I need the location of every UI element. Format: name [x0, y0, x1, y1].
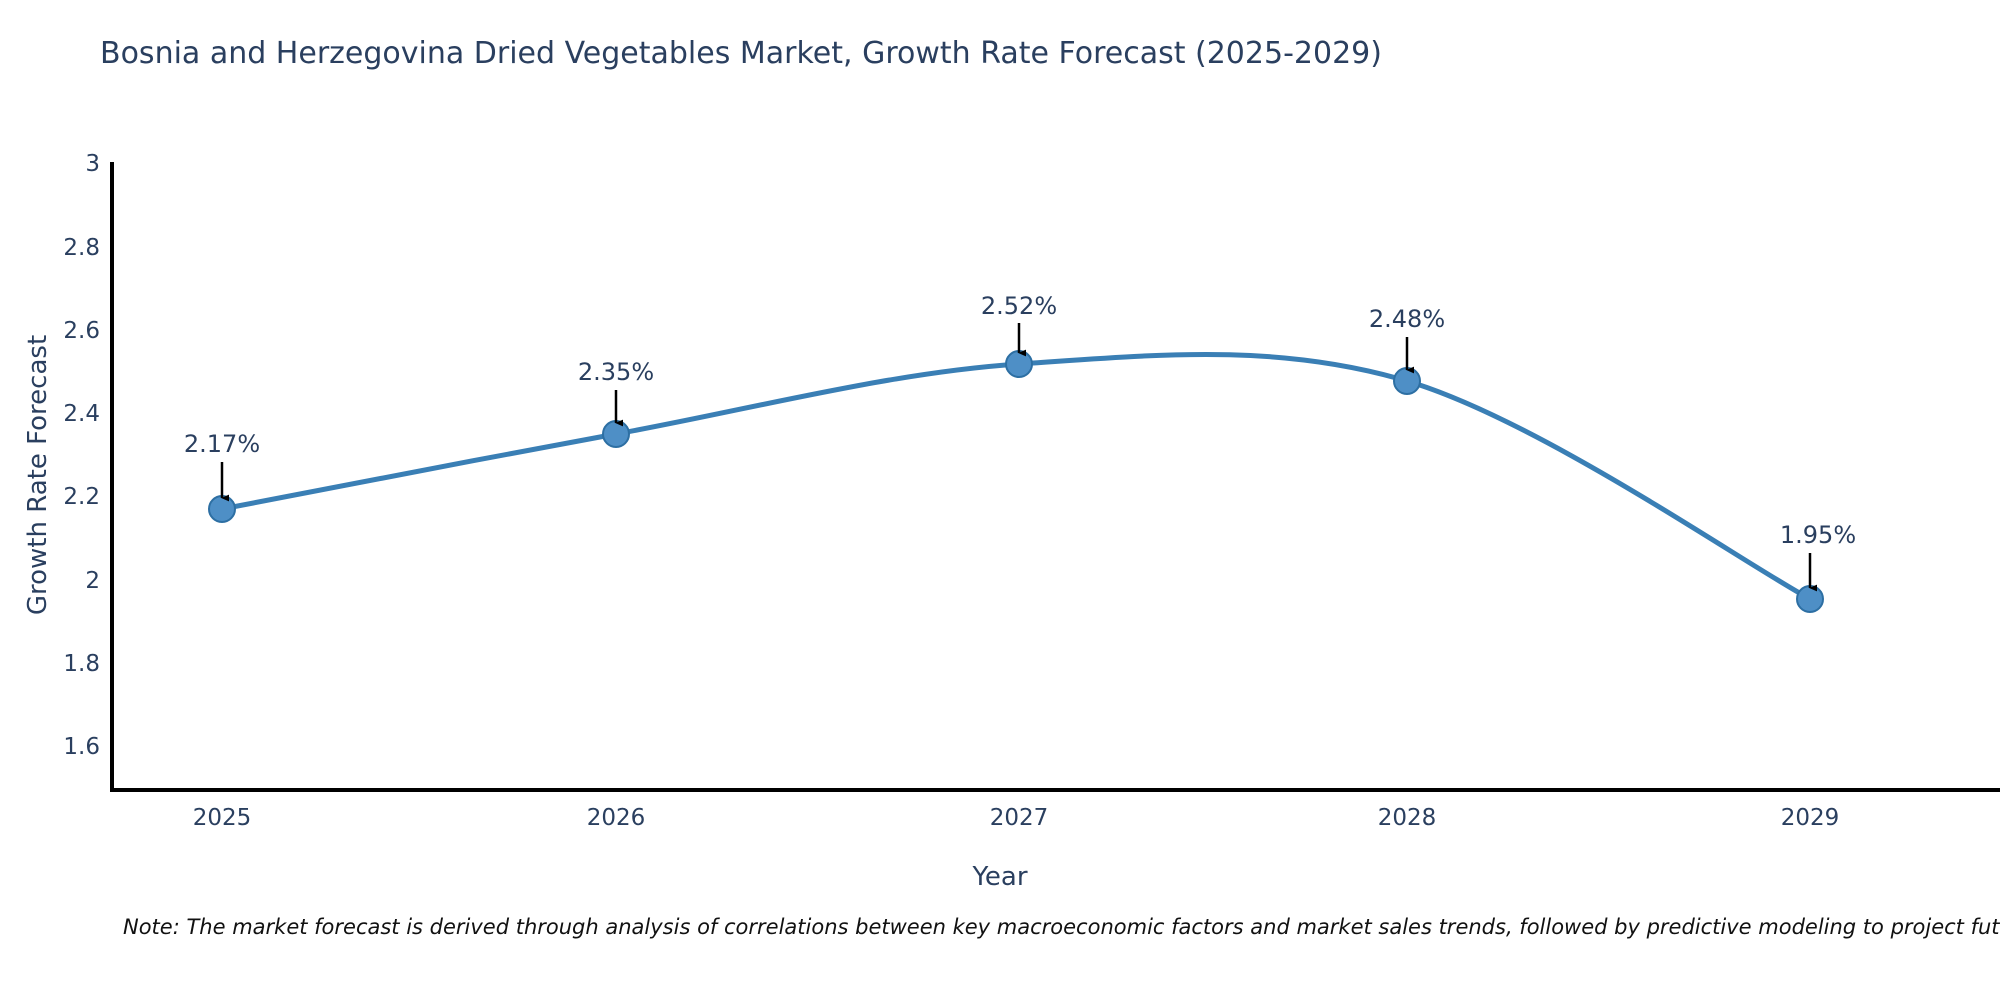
x-tick-label: 2029	[1780, 805, 1840, 831]
x-tick-label: 2028	[1377, 805, 1437, 831]
data-line-series	[219, 352, 1813, 602]
data-point-marker[interactable]	[1796, 585, 1824, 613]
data-point-value-label: 1.95%	[1779, 521, 1857, 549]
data-point-marker[interactable]	[208, 495, 236, 523]
y-axis-line	[110, 162, 114, 792]
data-point-value-label: 2.35%	[577, 358, 655, 386]
data-point-value-label: 2.17%	[183, 430, 261, 458]
x-axis-line	[110, 788, 2000, 792]
x-axis-title: Year	[972, 862, 1028, 892]
y-tick-label: 2.4	[63, 401, 100, 427]
data-point-marker[interactable]	[1393, 367, 1421, 395]
data-point-value-label: 2.48%	[1368, 305, 1446, 333]
data-markers	[208, 350, 1824, 613]
y-tick-label: 1.8	[63, 651, 100, 677]
annotation-arrows	[220, 323, 1818, 592]
y-tick-label: 2	[85, 568, 100, 594]
data-point-value-label: 2.52%	[980, 292, 1058, 320]
y-tick-label: 1.6	[63, 734, 100, 760]
y-tick-label: 3	[85, 151, 100, 177]
forecast-line	[219, 352, 1813, 602]
x-tick-label: 2026	[586, 805, 646, 831]
y-tick-label: 2.2	[63, 484, 100, 510]
y-tick-label: 2.8	[63, 235, 100, 261]
y-axis-ticks: 3 2.8 2.6 2.4 2.2 2 1.8 1.6	[0, 0, 100, 1000]
x-tick-label: 2025	[192, 805, 252, 831]
footnote: Note: The market forecast is derived thr…	[123, 915, 2000, 939]
x-tick-label: 2027	[989, 805, 1049, 831]
data-point-marker[interactable]	[1005, 350, 1033, 378]
data-point-marker[interactable]	[602, 420, 630, 448]
y-tick-label: 2.6	[63, 318, 100, 344]
page-title: Bosnia and Herzegovina Dried Vegetables …	[100, 36, 1382, 71]
